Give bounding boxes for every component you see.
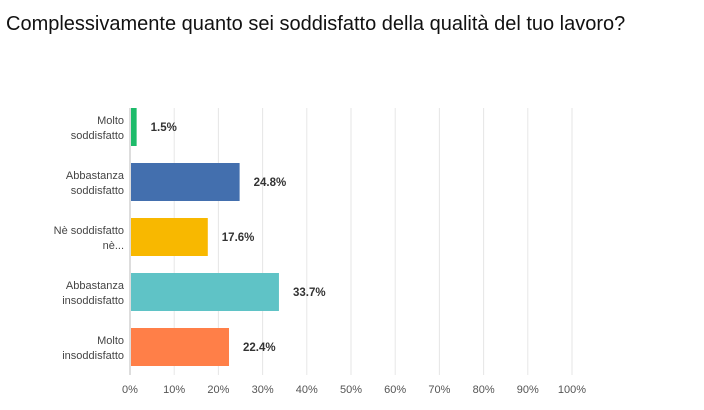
x-tick-label: 80% [473,384,495,396]
category-label: Molto [97,335,124,347]
category-label: insoddisfatto [62,295,124,307]
bar [131,218,208,256]
x-tick-label: 100% [558,384,586,396]
data-label: 22.4% [243,342,276,354]
bar [131,273,279,311]
data-label: 33.7% [293,287,326,299]
category-label: soddisfatto [71,185,124,197]
bar [131,163,240,201]
data-label: 17.6% [222,232,255,244]
category-label: nè... [103,240,124,252]
x-tick-label: 0% [122,384,138,396]
bar [131,108,137,146]
x-tick-label: 50% [340,384,362,396]
chart-title: Complessivamente quanto sei soddisfatto … [6,13,626,35]
x-tick-label: 60% [384,384,406,396]
x-tick-label: 10% [163,384,185,396]
data-label: 24.8% [254,177,287,189]
category-label: insoddisfatto [62,350,124,362]
x-tick-label: 20% [207,384,229,396]
category-label: soddisfatto [71,130,124,142]
x-tick-label: 40% [296,384,318,396]
category-label: Molto [97,115,124,127]
data-label: 1.5% [151,122,177,134]
x-tick-label: 90% [517,384,539,396]
x-tick-label: 30% [252,384,274,396]
bar [131,328,230,366]
category-label: Abbastanza [66,280,125,292]
x-tick-label: 70% [428,384,450,396]
category-label: Nè soddisfatto [54,225,124,237]
category-label: Abbastanza [66,170,125,182]
